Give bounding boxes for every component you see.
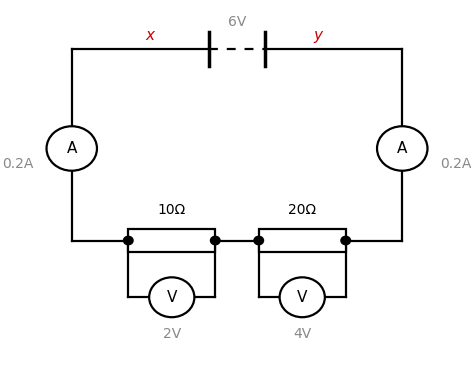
Circle shape	[124, 236, 133, 245]
Circle shape	[280, 277, 325, 317]
Text: V: V	[297, 290, 308, 305]
Circle shape	[210, 236, 220, 245]
Text: 4V: 4V	[293, 328, 311, 342]
Bar	[259, 229, 346, 252]
Text: 6V: 6V	[228, 15, 246, 29]
Circle shape	[341, 236, 350, 245]
Text: 0.2A: 0.2A	[440, 157, 472, 171]
Bar	[128, 229, 215, 252]
Text: 2V: 2V	[163, 328, 181, 342]
Text: x: x	[146, 28, 155, 43]
Circle shape	[377, 126, 428, 171]
Text: A: A	[66, 141, 77, 156]
Text: V: V	[166, 290, 177, 305]
Circle shape	[46, 126, 97, 171]
Circle shape	[149, 277, 194, 317]
Text: 0.2A: 0.2A	[2, 157, 34, 171]
Text: y: y	[313, 28, 322, 43]
Text: 20Ω: 20Ω	[288, 203, 316, 217]
Text: A: A	[397, 141, 408, 156]
Circle shape	[254, 236, 264, 245]
Text: 10Ω: 10Ω	[158, 203, 186, 217]
